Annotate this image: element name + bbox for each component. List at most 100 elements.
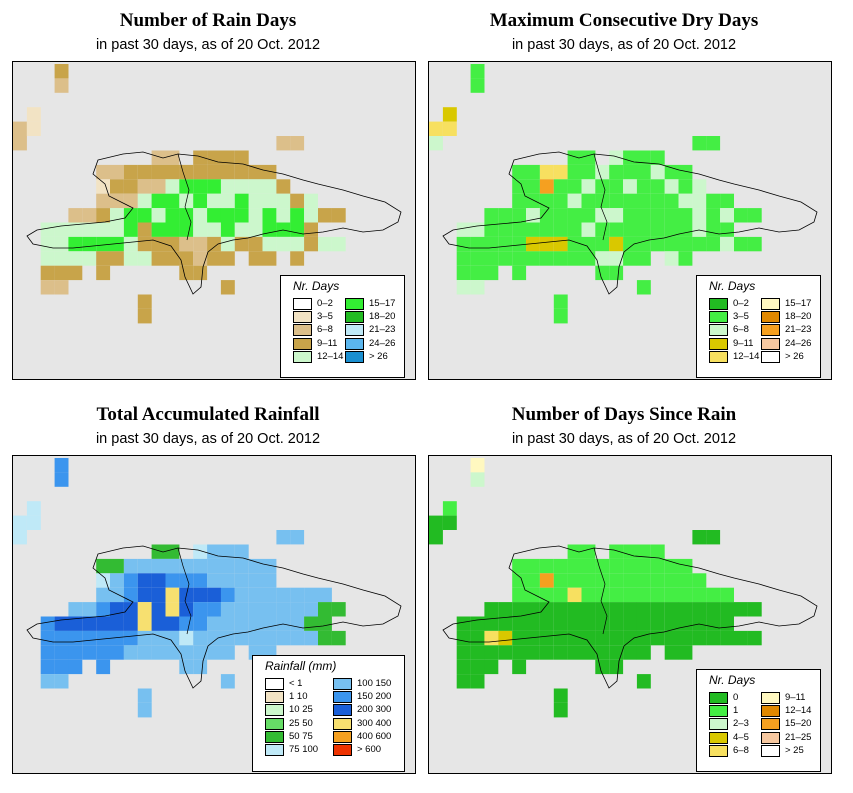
legend-title: Nr. Days <box>293 279 340 293</box>
map-cell <box>623 630 637 646</box>
map-cell <box>636 150 651 165</box>
map-cell <box>193 630 208 646</box>
map-grid-total-rainfall <box>13 458 402 718</box>
map-cell <box>290 587 305 603</box>
map-cell <box>623 164 637 180</box>
map-cell <box>151 544 166 559</box>
coastline <box>442 151 818 295</box>
legend-swatch <box>333 744 352 756</box>
map-cell <box>512 602 527 617</box>
legend-swatch <box>761 692 780 704</box>
map-cell <box>470 659 485 675</box>
map-cell <box>623 602 637 617</box>
legend-label: 0 <box>733 692 739 703</box>
map-cell <box>470 645 485 660</box>
map-cell <box>110 164 124 180</box>
map-cell <box>664 179 679 194</box>
map-cell <box>137 616 152 631</box>
legend-swatch <box>333 717 352 730</box>
map-cell <box>165 616 180 631</box>
map-cell <box>747 208 762 223</box>
map-cell <box>484 616 499 631</box>
map-cell <box>553 309 568 324</box>
panel-total-rainfall: Total Accumulated Rainfall in past 30 da… <box>0 394 416 789</box>
map-cell <box>234 150 249 165</box>
map-cell <box>706 530 721 545</box>
legend-swatch <box>709 311 728 324</box>
map-cell <box>304 630 318 646</box>
map-cell <box>429 136 443 151</box>
map-cell <box>68 265 83 281</box>
map-cell <box>207 602 221 617</box>
map-cell <box>96 573 111 588</box>
map-cell <box>567 193 582 209</box>
map-cell <box>193 236 208 252</box>
map-cell <box>498 251 513 266</box>
map-cell <box>609 164 624 180</box>
map-cell <box>179 265 194 281</box>
map-cell <box>68 208 83 223</box>
map-cell <box>248 602 263 617</box>
legend-swatch <box>265 730 284 743</box>
map-cell <box>456 251 471 266</box>
map-cell <box>567 164 582 180</box>
map-cell <box>207 587 221 603</box>
map-cell <box>664 616 679 631</box>
map-cell <box>290 251 305 266</box>
map-cell <box>54 280 69 295</box>
map-cell <box>581 236 596 252</box>
map-cell <box>609 251 624 266</box>
map-cell <box>137 179 152 194</box>
map-cell <box>664 251 679 266</box>
map-cell <box>498 208 513 223</box>
legend-label: > 26 <box>785 350 804 362</box>
map-cell <box>262 222 277 237</box>
map-cell <box>137 294 152 309</box>
map-cell <box>290 222 305 237</box>
country-border <box>177 547 192 635</box>
map-cell <box>512 251 527 266</box>
map-cell <box>276 236 291 252</box>
map-cell <box>678 236 693 252</box>
map-cell <box>609 630 624 646</box>
map-cell <box>40 251 55 266</box>
map-cell <box>40 280 55 295</box>
map-cell <box>262 573 277 588</box>
map-cell <box>553 587 568 603</box>
map-cell <box>193 659 208 675</box>
legend-label: 100 150 <box>357 678 392 689</box>
map-cell <box>664 222 679 237</box>
map-cell <box>165 558 180 574</box>
map-cell <box>276 136 291 151</box>
map-cell <box>747 236 762 252</box>
map-cell <box>110 616 124 631</box>
map-cell <box>193 208 208 223</box>
map-cell <box>82 630 97 646</box>
map-cell <box>220 208 235 223</box>
map-cell <box>220 573 235 588</box>
coastline <box>26 151 402 295</box>
map-cell <box>553 164 568 180</box>
map-cell <box>470 222 485 237</box>
map-cell <box>137 236 152 252</box>
map-cell <box>512 645 527 660</box>
map-cell <box>470 472 485 487</box>
map-cell <box>747 630 762 646</box>
map-cell <box>82 222 97 237</box>
map-cell <box>137 164 152 180</box>
map-cell <box>165 208 180 223</box>
map-cell <box>526 179 540 194</box>
panel-title: Maximum Consecutive Dry Days <box>489 10 759 31</box>
map-cell <box>165 164 180 180</box>
legend-swatch <box>709 324 728 337</box>
map-cell <box>498 616 513 631</box>
legend-swatch <box>345 298 364 310</box>
map-cell <box>262 602 277 617</box>
map-cell <box>456 659 471 675</box>
legend-swatch <box>345 311 364 324</box>
map-cell <box>512 179 527 194</box>
map-cell <box>539 645 554 660</box>
map-cell <box>179 616 194 631</box>
map-cell <box>318 630 332 646</box>
legend-label: 400 600 <box>357 730 392 742</box>
